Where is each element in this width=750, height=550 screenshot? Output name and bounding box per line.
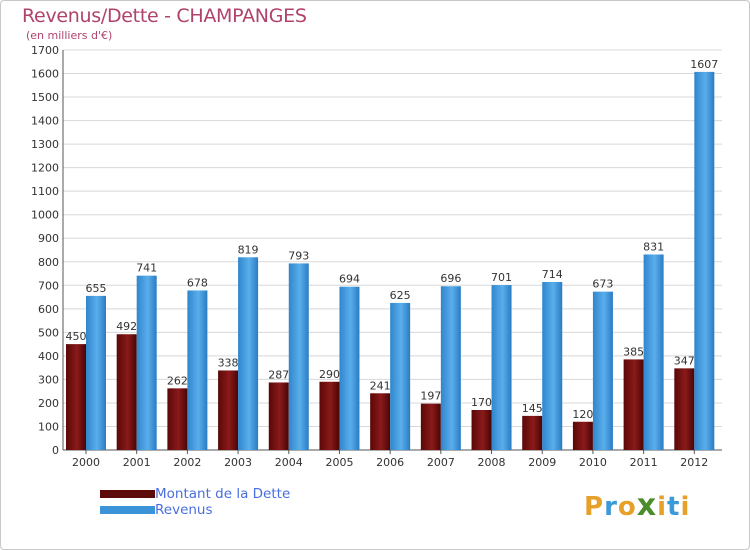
data-label-dette: 120 [572, 408, 593, 421]
proxiti-logo: Proxiti [584, 488, 690, 523]
data-label-dette: 338 [218, 356, 239, 369]
data-label-dette: 385 [623, 345, 644, 358]
chart-subtitle: (en milliers d'€) [26, 29, 113, 42]
bar-dette [218, 370, 239, 450]
y-tick-label: 100 [38, 420, 59, 433]
logo-letter: P [584, 492, 605, 522]
data-label-dette: 197 [420, 390, 441, 403]
x-tick-label: 2011 [630, 456, 658, 469]
x-tick-label: 2008 [478, 456, 506, 469]
bar-revenus [238, 257, 259, 450]
y-tick-label: 200 [38, 397, 59, 410]
data-label-dette: 347 [674, 354, 695, 367]
logo-letter: o [617, 492, 637, 522]
data-label-dette: 287 [268, 368, 289, 381]
data-label-dette: 262 [167, 374, 188, 387]
bar-dette [471, 410, 492, 450]
data-label-revenus: 678 [187, 276, 208, 289]
x-tick-label: 2012 [680, 456, 708, 469]
chart-title: Revenus/Dette - CHAMPANGES [22, 5, 307, 27]
data-label-dette: 170 [471, 396, 492, 409]
bar-dette [116, 334, 137, 450]
bar-dette [674, 368, 695, 450]
data-label-dette: 492 [116, 320, 137, 333]
data-label-dette: 450 [66, 330, 87, 343]
logo-letter: i [657, 492, 668, 522]
x-tick-label: 2000 [72, 456, 100, 469]
bar-dette [319, 381, 340, 450]
bar-dette [522, 415, 543, 450]
data-label-revenus: 625 [390, 289, 411, 302]
bar-revenus [390, 302, 411, 450]
bar-revenus [339, 286, 360, 450]
bar-dette [420, 403, 441, 450]
bar-revenus [542, 282, 563, 450]
x-tick-label: 2006 [376, 456, 404, 469]
data-label-revenus: 696 [440, 272, 461, 285]
y-tick-label: 300 [38, 373, 59, 386]
bar-revenus [187, 290, 208, 450]
x-tick-label: 2007 [427, 456, 455, 469]
data-label-revenus: 714 [542, 268, 563, 281]
y-tick-label: 1700 [31, 44, 59, 57]
bar-revenus [491, 285, 512, 450]
bar-dette [370, 393, 391, 450]
y-tick-label: 0 [52, 444, 59, 457]
bar-dette [623, 359, 644, 450]
y-tick-label: 1400 [31, 115, 59, 128]
legend-swatch-dette [100, 490, 155, 498]
y-tick-label: 1600 [31, 68, 59, 81]
y-tick-label: 1200 [31, 162, 59, 175]
bar-revenus [288, 263, 309, 450]
logo-letter: t [667, 492, 681, 522]
bar-revenus [440, 286, 461, 450]
y-tick-label: 700 [38, 279, 59, 292]
logo-letter: x [636, 488, 658, 523]
logo-letter: i [680, 492, 691, 522]
x-tick-label: 2001 [123, 456, 151, 469]
y-tick-label: 500 [38, 326, 59, 339]
bar-revenus [86, 295, 106, 450]
x-tick-label: 2004 [275, 456, 303, 469]
bar-dette [268, 382, 289, 450]
data-label-revenus: 701 [491, 271, 512, 284]
legend-label-dette: Montant de la Dette [155, 486, 291, 502]
data-label-revenus: 694 [339, 273, 360, 286]
bar-revenus [643, 254, 664, 450]
data-label-revenus: 741 [136, 262, 157, 275]
y-tick-label: 1100 [31, 185, 59, 198]
data-label-revenus: 655 [86, 282, 107, 295]
logo-letter: r [604, 492, 618, 522]
bar-revenus [136, 275, 157, 450]
y-tick-label: 900 [38, 232, 59, 245]
x-tick-label: 2009 [528, 456, 556, 469]
x-tick-label: 2005 [325, 456, 353, 469]
x-tick-label: 2002 [173, 456, 201, 469]
y-tick-label: 1300 [31, 138, 59, 151]
y-tick-label: 800 [38, 256, 59, 269]
bar-revenus [592, 291, 613, 450]
legend-label-revenus: Revenus [155, 502, 213, 518]
data-label-dette: 241 [370, 379, 391, 392]
bar-revenus [694, 71, 715, 450]
x-tick-label: 2010 [579, 456, 607, 469]
data-label-dette: 290 [319, 368, 340, 381]
bar-dette [572, 421, 593, 450]
legend-swatch-revenus [100, 506, 155, 514]
data-label-revenus: 831 [643, 240, 664, 253]
y-tick-label: 1000 [31, 209, 59, 222]
data-label-revenus: 819 [238, 243, 259, 256]
data-label-revenus: 793 [288, 249, 309, 262]
y-tick-label: 1500 [31, 91, 59, 104]
data-label-dette: 145 [522, 402, 543, 415]
bar-dette [167, 388, 188, 450]
x-tick-label: 2003 [224, 456, 252, 469]
data-label-revenus: 673 [592, 278, 613, 291]
data-label-revenus: 1607 [690, 58, 718, 71]
y-tick-label: 400 [38, 350, 59, 363]
y-tick-label: 600 [38, 303, 59, 316]
bar-dette [66, 344, 86, 450]
